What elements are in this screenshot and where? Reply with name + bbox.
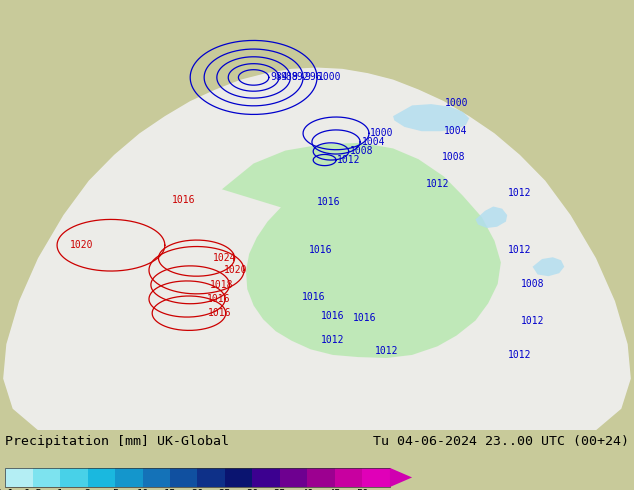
Bar (5, 468, 32, 487)
Text: 1020: 1020 (69, 240, 93, 250)
Text: 1012: 1012 (508, 350, 532, 360)
Text: 988: 988 (280, 73, 298, 82)
Text: 1000: 1000 (370, 128, 394, 138)
Bar (335, 468, 363, 487)
Text: Tu 04-06-2024 23..00 UTC (00+24): Tu 04-06-2024 23..00 UTC (00+24) (373, 435, 629, 448)
Text: 984: 984 (270, 73, 288, 82)
Text: 1000: 1000 (318, 73, 342, 82)
Text: 1008: 1008 (441, 152, 465, 162)
Bar (60, 468, 87, 487)
Text: 1012: 1012 (337, 155, 361, 165)
Text: 992: 992 (292, 73, 309, 82)
Text: 1004: 1004 (361, 137, 385, 147)
Text: 1018: 1018 (210, 280, 234, 290)
Text: 1012: 1012 (508, 188, 532, 198)
Text: Precipitation [mm] UK-Global: Precipitation [mm] UK-Global (5, 435, 229, 448)
Text: 1012: 1012 (521, 316, 545, 325)
Text: 1012: 1012 (508, 245, 532, 254)
Text: 1016: 1016 (207, 294, 231, 304)
Bar (115, 468, 143, 487)
Text: 1012: 1012 (321, 335, 345, 345)
Text: 1016: 1016 (308, 245, 332, 254)
Bar (363, 468, 390, 487)
Bar (307, 468, 335, 487)
Bar (5, 468, 390, 487)
Text: 1008: 1008 (350, 147, 373, 156)
Text: 1016: 1016 (316, 197, 340, 207)
Text: 1012: 1012 (375, 345, 399, 356)
Text: 1016: 1016 (207, 308, 231, 318)
Bar (32, 468, 60, 487)
Text: 996: 996 (304, 73, 322, 82)
Bar (197, 468, 225, 487)
Text: 1016: 1016 (302, 292, 326, 302)
Text: 1004: 1004 (443, 126, 467, 136)
Text: 1020: 1020 (224, 265, 248, 275)
Text: 1016: 1016 (353, 314, 377, 323)
Polygon shape (393, 104, 469, 131)
Text: 1008: 1008 (521, 279, 545, 289)
Bar (87, 468, 115, 487)
Text: 1016: 1016 (172, 195, 196, 205)
Bar (225, 468, 252, 487)
Text: 1012: 1012 (425, 179, 450, 189)
Bar (280, 468, 307, 487)
Bar (170, 468, 198, 487)
Text: 1016: 1016 (321, 311, 345, 321)
Polygon shape (3, 68, 631, 452)
Bar (143, 468, 170, 487)
Text: 1024: 1024 (213, 253, 237, 263)
Polygon shape (222, 143, 501, 358)
Bar (252, 468, 280, 487)
Polygon shape (533, 257, 564, 276)
Polygon shape (476, 206, 507, 228)
Polygon shape (390, 468, 412, 487)
Text: 1000: 1000 (444, 98, 469, 108)
